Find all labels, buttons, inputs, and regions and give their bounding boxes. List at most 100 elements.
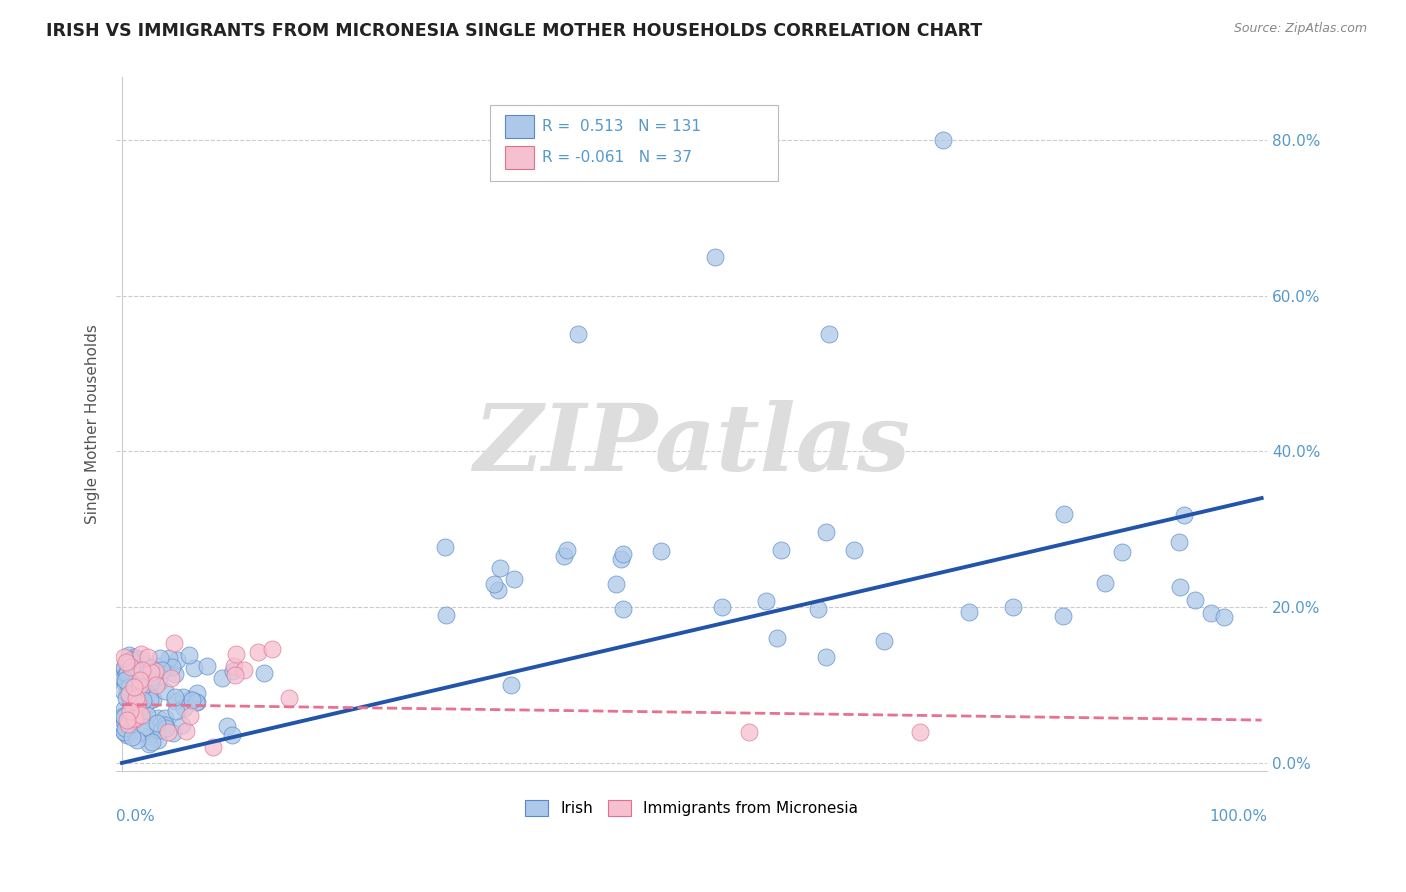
Point	[122, 652, 145, 666]
Point	[155, 718, 177, 732]
Text: R = -0.061   N = 37: R = -0.061 N = 37	[543, 151, 692, 165]
Point	[115, 655, 138, 669]
Point	[232, 663, 254, 677]
Point	[488, 561, 510, 575]
Point	[179, 709, 201, 723]
Point	[117, 657, 139, 672]
Point	[181, 692, 204, 706]
Point	[160, 671, 183, 685]
Text: 0.0%: 0.0%	[117, 809, 155, 824]
Point	[501, 678, 523, 692]
Point	[141, 673, 163, 688]
Text: IRISH VS IMMIGRANTS FROM MICRONESIA SINGLE MOTHER HOUSEHOLDS CORRELATION CHART: IRISH VS IMMIGRANTS FROM MICRONESIA SING…	[46, 22, 983, 40]
Point	[118, 687, 141, 701]
Point	[650, 543, 672, 558]
Bar	[505, 146, 534, 169]
Point	[931, 133, 953, 147]
Point	[118, 680, 141, 694]
Point	[766, 632, 789, 646]
Point	[172, 718, 194, 732]
Point	[120, 704, 142, 718]
Point	[112, 710, 135, 724]
Point	[165, 704, 187, 718]
Point	[131, 693, 153, 707]
Point	[610, 552, 633, 566]
Point	[179, 692, 201, 706]
Point	[149, 651, 172, 665]
Point	[112, 684, 135, 698]
Point	[148, 732, 170, 747]
Point	[503, 572, 526, 586]
Point	[163, 694, 186, 708]
Point	[277, 691, 299, 706]
Point	[482, 577, 505, 591]
Point	[156, 724, 179, 739]
Point	[129, 651, 152, 665]
Point	[114, 676, 136, 690]
Point	[612, 547, 634, 561]
Point	[162, 725, 184, 739]
Point	[711, 599, 734, 614]
Point	[873, 634, 896, 648]
Point	[114, 673, 136, 688]
Point	[141, 735, 163, 749]
Point	[567, 327, 589, 342]
Point	[202, 740, 225, 755]
Legend: Irish, Immigrants from Micronesia: Irish, Immigrants from Micronesia	[519, 794, 865, 822]
Point	[195, 658, 218, 673]
Point	[1094, 575, 1116, 590]
Text: R =  0.513   N = 131: R = 0.513 N = 131	[543, 120, 702, 134]
Point	[127, 664, 149, 678]
Point	[139, 673, 162, 688]
Point	[553, 549, 575, 563]
Point	[769, 543, 792, 558]
Point	[118, 648, 141, 662]
Point	[817, 327, 839, 342]
Point	[114, 650, 136, 665]
Point	[1168, 581, 1191, 595]
Point	[145, 678, 167, 692]
Point	[117, 716, 139, 731]
Point	[141, 665, 163, 679]
Point	[260, 642, 283, 657]
Point	[173, 700, 195, 714]
Point	[253, 666, 276, 681]
Point	[434, 540, 457, 554]
Point	[129, 673, 152, 687]
Point	[222, 658, 245, 673]
Point	[186, 695, 208, 709]
Point	[112, 725, 135, 739]
Point	[222, 665, 245, 679]
Point	[1168, 535, 1191, 549]
Point	[1199, 607, 1222, 621]
Point	[114, 721, 136, 735]
Point	[1212, 610, 1234, 624]
Point	[136, 649, 159, 664]
Point	[844, 542, 866, 557]
Point	[703, 250, 725, 264]
Point	[815, 525, 838, 540]
Point	[157, 651, 180, 665]
Text: ZIPatlas: ZIPatlas	[474, 400, 910, 490]
Y-axis label: Single Mother Households: Single Mother Households	[86, 324, 100, 524]
Point	[112, 672, 135, 686]
Point	[172, 690, 194, 704]
Point	[149, 723, 172, 737]
Point	[112, 715, 135, 730]
Point	[145, 659, 167, 673]
Point	[755, 594, 778, 608]
Point	[815, 650, 838, 665]
Point	[115, 666, 138, 681]
Point	[555, 543, 578, 558]
FancyBboxPatch shape	[491, 105, 778, 181]
Point	[1053, 507, 1076, 521]
Point	[128, 706, 150, 721]
Point	[957, 605, 980, 619]
Point	[122, 650, 145, 665]
Point	[738, 724, 761, 739]
Point	[1002, 600, 1025, 615]
Point	[129, 647, 152, 661]
Point	[177, 648, 200, 662]
Point	[166, 653, 188, 667]
Point	[115, 686, 138, 700]
